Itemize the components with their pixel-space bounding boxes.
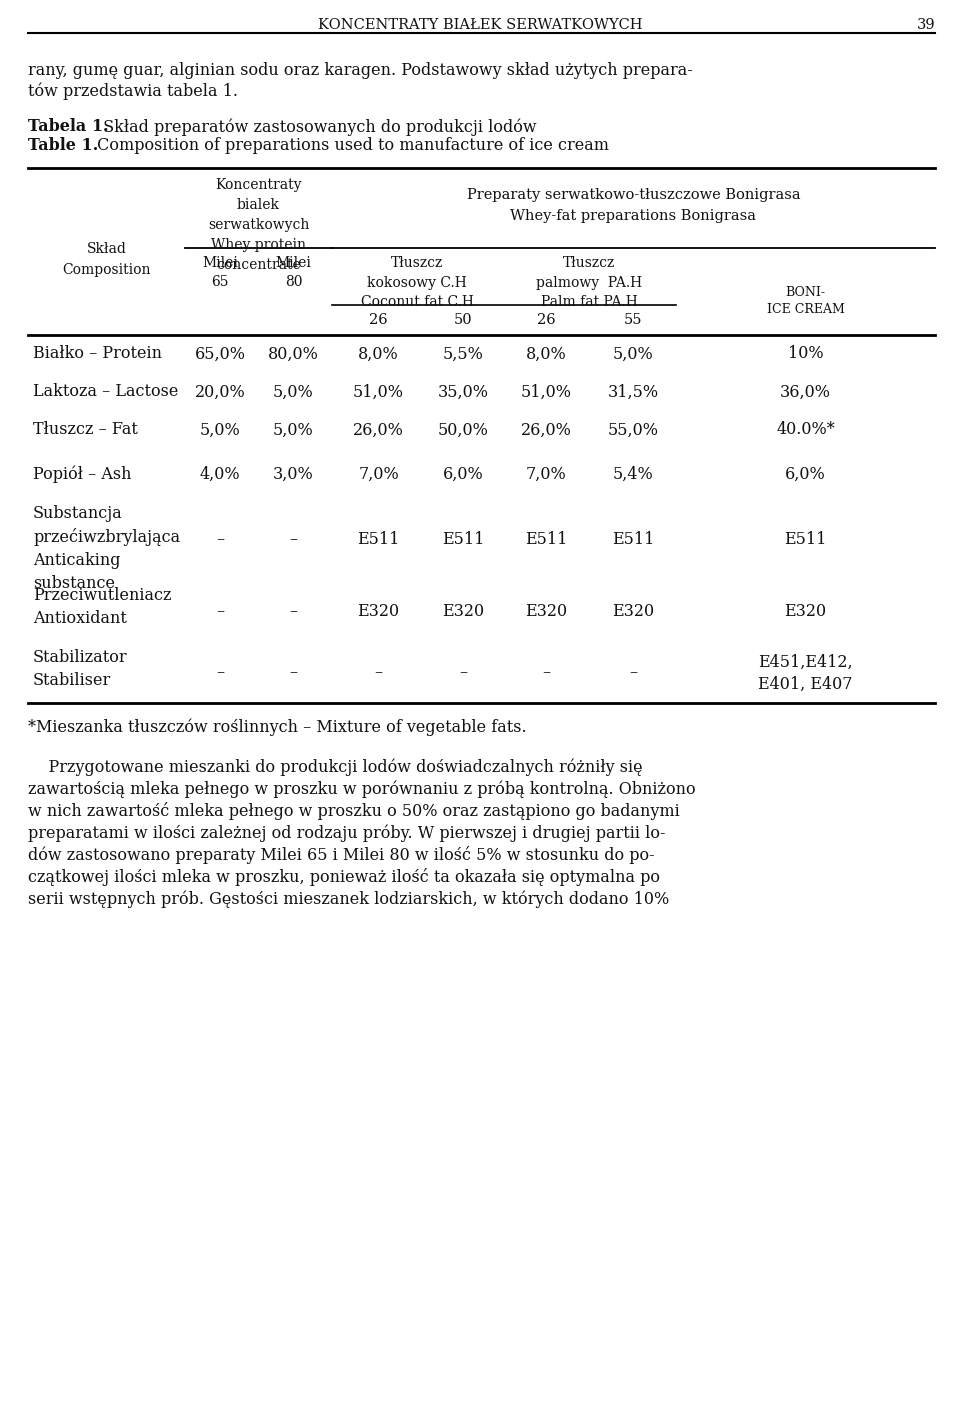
Text: 51,0%: 51,0% — [520, 384, 571, 400]
Text: E320: E320 — [784, 604, 827, 621]
Text: serii wstępnych prób. Gęstości mieszanek lodziarskich, w których dodano 10%: serii wstępnych prób. Gęstości mieszanek… — [28, 889, 669, 908]
Text: 31,5%: 31,5% — [608, 384, 659, 400]
Text: preparatami w ilości zależnej od rodzaju próby. W pierwszej i drugiej partii lo-: preparatami w ilości zależnej od rodzaju… — [28, 823, 665, 842]
Text: 5,4%: 5,4% — [612, 465, 654, 482]
Text: 6,0%: 6,0% — [785, 465, 826, 482]
Text: –: – — [629, 665, 637, 681]
Text: Preparaty serwatkowo-tłuszczowe Bonigrasa
Whey-fat preparations Bonigrasa: Preparaty serwatkowo-tłuszczowe Bonigras… — [467, 188, 801, 222]
Text: 55,0%: 55,0% — [608, 422, 659, 438]
Text: *Mieszanka tłuszczów roślinnych – Mixture of vegetable fats.: *Mieszanka tłuszczów roślinnych – Mixtur… — [28, 719, 527, 736]
Text: E511: E511 — [525, 531, 567, 548]
Text: –: – — [289, 531, 298, 548]
Text: Skład
Composition: Skład Composition — [62, 242, 151, 277]
Text: 26,0%: 26,0% — [353, 422, 404, 438]
Text: 8,0%: 8,0% — [526, 346, 566, 362]
Text: 36,0%: 36,0% — [780, 384, 831, 400]
Text: –: – — [216, 531, 224, 548]
Text: 5,0%: 5,0% — [200, 422, 240, 438]
Text: Przygotowane mieszanki do produkcji lodów doświadczalnych różniły się: Przygotowane mieszanki do produkcji lodó… — [28, 759, 642, 776]
Text: 65,0%: 65,0% — [195, 346, 246, 362]
Text: –: – — [216, 604, 224, 621]
Text: 6,0%: 6,0% — [444, 465, 484, 482]
Text: E320: E320 — [443, 604, 485, 621]
Text: 50: 50 — [454, 313, 473, 327]
Text: 26,0%: 26,0% — [520, 422, 571, 438]
Text: E511: E511 — [357, 531, 399, 548]
Text: Milei
65: Milei 65 — [202, 256, 238, 289]
Text: E511: E511 — [443, 531, 485, 548]
Text: Tłuszcz
palmowy  PA.H
Palm fat PA.H: Tłuszcz palmowy PA.H Palm fat PA.H — [536, 256, 642, 309]
Text: Tłuszcz
kokosowy C.H
Coconut fat C.H: Tłuszcz kokosowy C.H Coconut fat C.H — [361, 256, 473, 309]
Text: –: – — [374, 665, 383, 681]
Text: –: – — [289, 604, 298, 621]
Text: 8,0%: 8,0% — [358, 346, 398, 362]
Text: Przeciwutleniacz
Antioxidant: Przeciwutleniacz Antioxidant — [33, 587, 172, 627]
Text: E320: E320 — [525, 604, 567, 621]
Text: –: – — [460, 665, 468, 681]
Text: E320: E320 — [357, 604, 399, 621]
Text: 5,0%: 5,0% — [612, 346, 654, 362]
Text: 3,0%: 3,0% — [274, 465, 314, 482]
Text: 26: 26 — [537, 313, 555, 327]
Text: Stabilizator
Stabiliser: Stabilizator Stabiliser — [33, 649, 128, 688]
Text: zawartością mleka pełnego w proszku w porównaniu z próbą kontrolną. Obniżono: zawartością mleka pełnego w proszku w po… — [28, 780, 696, 798]
Text: czątkowej ilości mleka w proszku, ponieważ ilość ta okazała się optymalna po: czątkowej ilości mleka w proszku, poniew… — [28, 868, 660, 887]
Text: Substancja
przećiwzbrylająca
Anticaking
substance: Substancja przećiwzbrylająca Anticaking … — [33, 504, 180, 592]
Text: BONI-
ICE CREAM: BONI- ICE CREAM — [767, 287, 845, 316]
Text: Table 1.: Table 1. — [28, 138, 98, 155]
Text: tów przedstawia tabela 1.: tów przedstawia tabela 1. — [28, 83, 238, 101]
Text: E511: E511 — [612, 531, 654, 548]
Text: 51,0%: 51,0% — [353, 384, 404, 400]
Text: 39: 39 — [917, 18, 935, 32]
Text: 40.0%*: 40.0%* — [776, 422, 835, 438]
Text: –: – — [542, 665, 550, 681]
Text: Laktoza – Lactose: Laktoza – Lactose — [33, 384, 179, 400]
Text: 7,0%: 7,0% — [526, 465, 566, 482]
Text: 26: 26 — [370, 313, 388, 327]
Text: rany, gumę guar, alginian sodu oraz karagen. Podstawowy skład użytych prepara-: rany, gumę guar, alginian sodu oraz kara… — [28, 62, 693, 79]
Text: Białko – Protein: Białko – Protein — [33, 346, 162, 362]
Text: Milei
80: Milei 80 — [276, 256, 311, 289]
Text: 4,0%: 4,0% — [200, 465, 240, 482]
Text: E451,E412,
E401, E407: E451,E412, E401, E407 — [758, 653, 852, 693]
Text: KONCENTRATY BIAŁEK SERWATKOWYCH: KONCENTRATY BIAŁEK SERWATKOWYCH — [318, 18, 642, 32]
Text: 55: 55 — [624, 313, 642, 327]
Text: E320: E320 — [612, 604, 654, 621]
Text: Tabela 1.: Tabela 1. — [28, 118, 108, 135]
Text: –: – — [216, 665, 224, 681]
Text: 5,0%: 5,0% — [274, 422, 314, 438]
Text: 35,0%: 35,0% — [438, 384, 489, 400]
Text: w nich zawartość mleka pełnego w proszku o 50% oraz zastąpiono go badanymi: w nich zawartość mleka pełnego w proszku… — [28, 802, 680, 821]
Text: Tłuszcz – Fat: Tłuszcz – Fat — [33, 422, 138, 438]
Text: dów zastosowano preparaty Milei 65 i Milei 80 w ilość 5% w stosunku do po-: dów zastosowano preparaty Milei 65 i Mil… — [28, 846, 655, 864]
Text: 10%: 10% — [788, 346, 824, 362]
Text: E511: E511 — [784, 531, 827, 548]
Text: Koncentraty
bialek
serwatkowych
Whey protein
concentrate: Koncentraty bialek serwatkowych Whey pro… — [207, 178, 309, 273]
Text: Composition of preparations used to manufacture of ice cream: Composition of preparations used to manu… — [92, 138, 609, 155]
Text: 50,0%: 50,0% — [438, 422, 489, 438]
Text: 5,5%: 5,5% — [444, 346, 484, 362]
Text: 7,0%: 7,0% — [358, 465, 398, 482]
Text: Popiół – Ash: Popiół – Ash — [33, 465, 132, 483]
Text: 80,0%: 80,0% — [268, 346, 319, 362]
Text: 20,0%: 20,0% — [195, 384, 246, 400]
Text: Skład preparatów zastosowanych do produkcji lodów: Skład preparatów zastosowanych do produk… — [98, 118, 537, 135]
Text: –: – — [289, 665, 298, 681]
Text: 5,0%: 5,0% — [274, 384, 314, 400]
